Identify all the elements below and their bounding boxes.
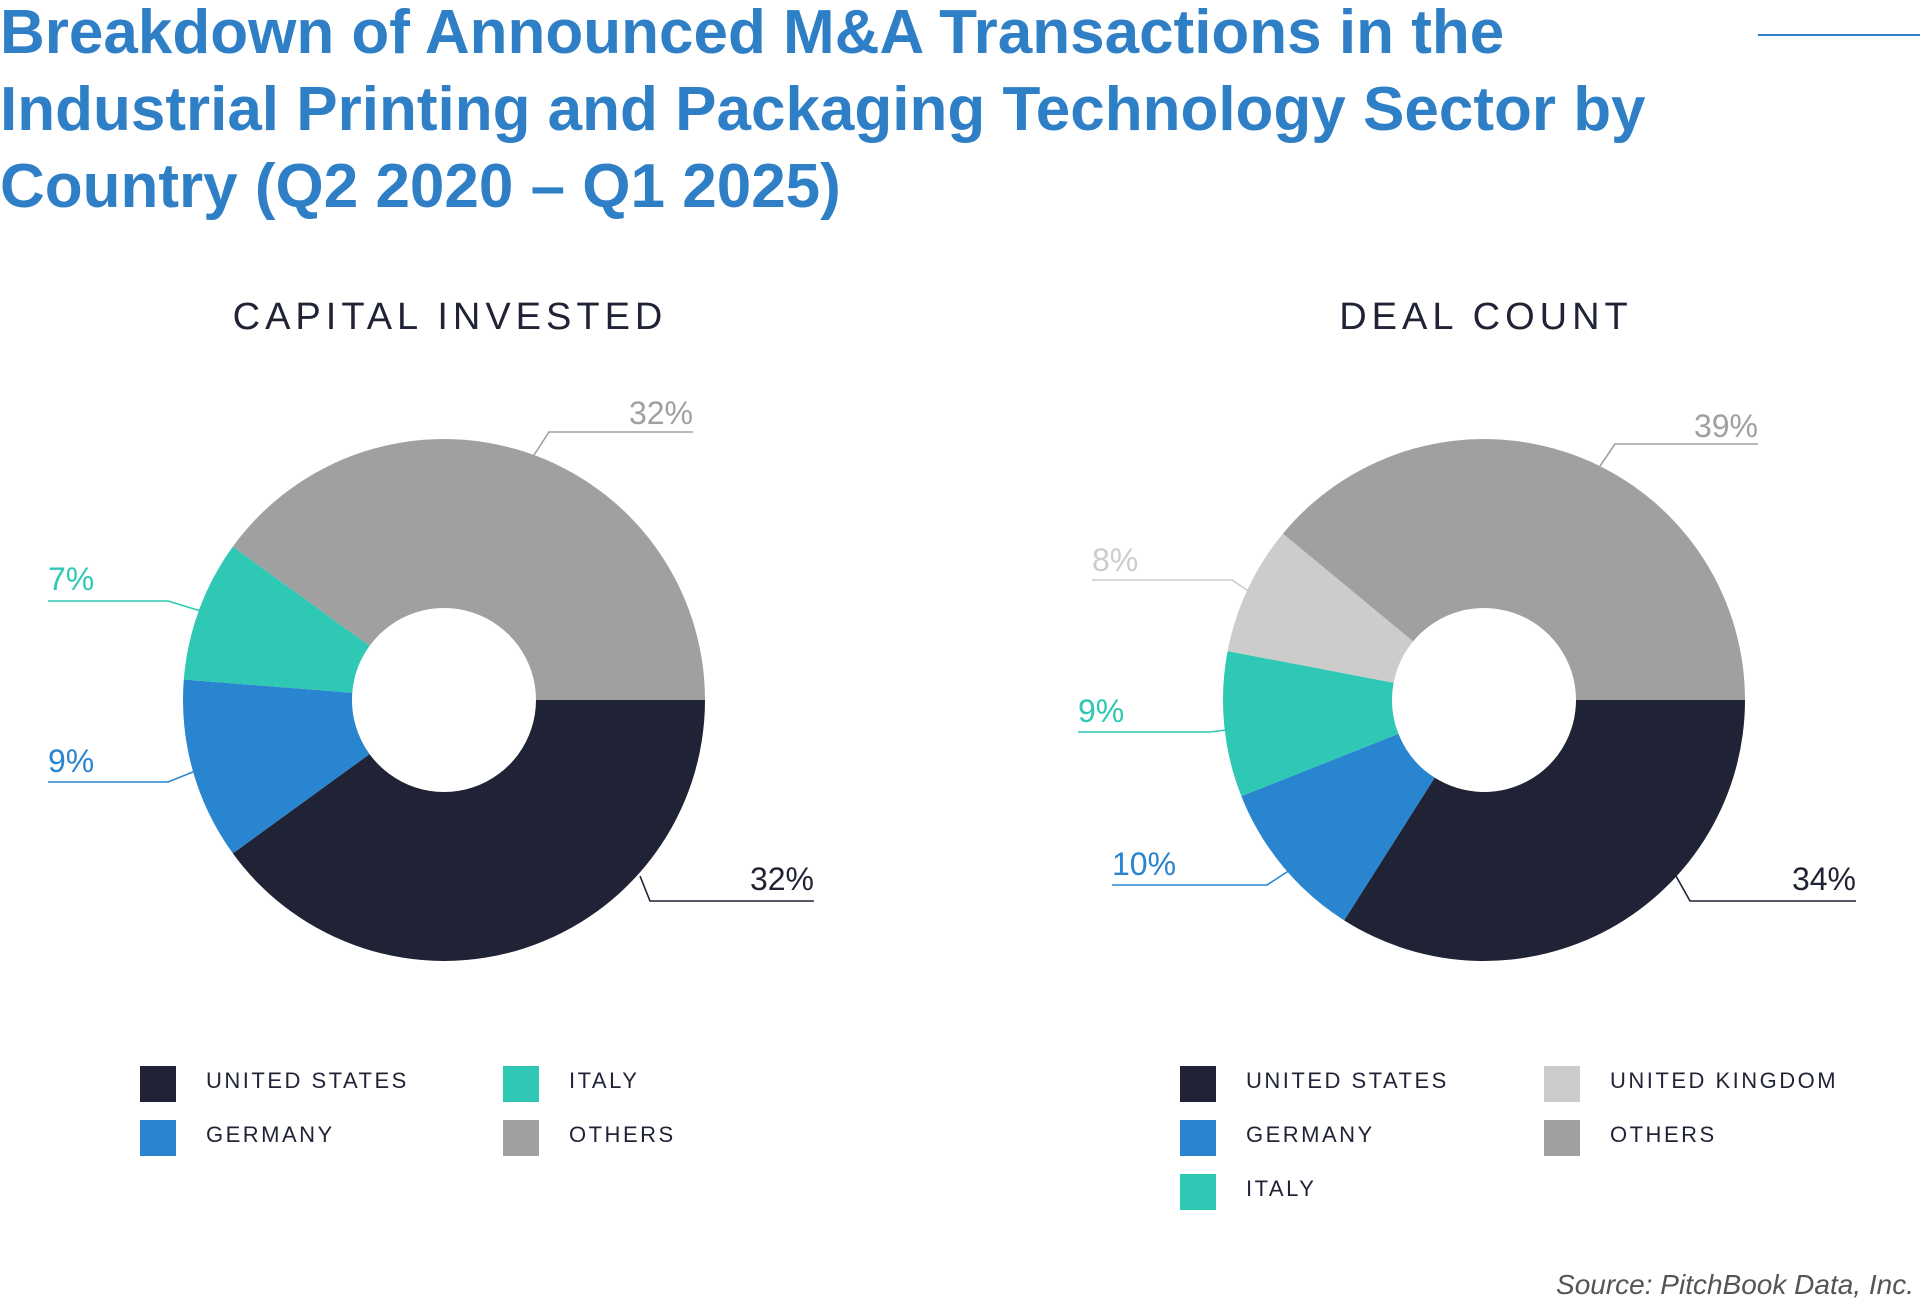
capital-invested-heading: CAPITAL INVESTED <box>232 296 668 338</box>
legend-swatch-germany <box>140 1120 176 1156</box>
source-note: Source: PitchBook Data, Inc. <box>1556 1269 1914 1300</box>
leader-line-germany <box>1112 869 1291 886</box>
legend-swatch-italy <box>503 1066 539 1102</box>
slice-italy <box>1223 651 1399 797</box>
slice-label-italy: 9% <box>1078 693 1124 729</box>
legend-swatch-others <box>503 1120 539 1156</box>
legend-label: OTHERS <box>569 1122 676 1147</box>
leader-line-united-states <box>1675 875 1856 902</box>
leader-line-germany <box>48 771 194 783</box>
slice-label-others: 32% <box>629 395 693 431</box>
legend-item-italy: ITALY <box>1180 1174 1540 1210</box>
slice-label-united-states: 34% <box>1792 861 1856 897</box>
slice-united-states <box>232 700 705 961</box>
legend-swatch-italy <box>1180 1174 1216 1210</box>
legend-label: UNITED STATES <box>1246 1068 1449 1093</box>
leader-line-others <box>1599 443 1758 467</box>
legend-swatch-united-states <box>1180 1066 1216 1102</box>
legend-label: GERMANY <box>1246 1122 1375 1147</box>
leader-line-italy <box>48 600 205 613</box>
legend-item-united-states: UNITED STATES <box>1180 1066 1540 1102</box>
legend-label: OTHERS <box>1610 1122 1717 1147</box>
legend-swatch-germany <box>1180 1120 1216 1156</box>
legend-swatch-united-kingdom <box>1544 1066 1580 1102</box>
slice-germany <box>183 679 370 854</box>
slice-label-united-states: 32% <box>750 861 814 897</box>
legend-label: UNITED STATES <box>206 1068 409 1093</box>
chart-title: Breakdown of Announced M&A Transactions … <box>0 0 1646 221</box>
legend-label: ITALY <box>569 1068 640 1093</box>
slice-label-italy: 7% <box>48 561 94 597</box>
legend-item-italy: ITALY <box>503 1066 863 1102</box>
slice-label-united-kingdom: 8% <box>1092 542 1138 578</box>
leader-line-others <box>533 431 693 456</box>
slice-others <box>232 439 705 700</box>
legend-item-germany: GERMANY <box>140 1120 500 1156</box>
legend-label: ITALY <box>1246 1176 1317 1201</box>
leader-line-united-states <box>639 875 814 902</box>
slice-germany <box>1241 733 1435 921</box>
title-rule <box>1758 34 1920 36</box>
legend-swatch-others <box>1544 1120 1580 1156</box>
legend-swatch-united-states <box>140 1066 176 1102</box>
legend-item-united-kingdom: UNITED KINGDOM <box>1544 1066 1904 1102</box>
legend-label: UNITED KINGDOM <box>1610 1068 1839 1093</box>
slice-label-others: 39% <box>1694 408 1758 444</box>
legend-label: GERMANY <box>206 1122 335 1147</box>
slice-others <box>1282 439 1745 700</box>
legend-item-others: OTHERS <box>503 1120 863 1156</box>
deal-count-heading: DEAL COUNT <box>1339 296 1633 338</box>
slice-label-germany: 9% <box>48 743 94 779</box>
legend-item-others: OTHERS <box>1544 1120 1904 1156</box>
legend-item-united-states: UNITED STATES <box>140 1066 500 1102</box>
leader-line-united-kingdom <box>1092 579 1263 601</box>
slice-label-germany: 10% <box>1112 846 1176 882</box>
legend-item-germany: GERMANY <box>1180 1120 1540 1156</box>
slice-united-kingdom <box>1227 533 1414 683</box>
slice-italy <box>183 546 370 693</box>
leader-line-italy <box>1078 729 1227 733</box>
slice-united-states <box>1344 700 1745 961</box>
